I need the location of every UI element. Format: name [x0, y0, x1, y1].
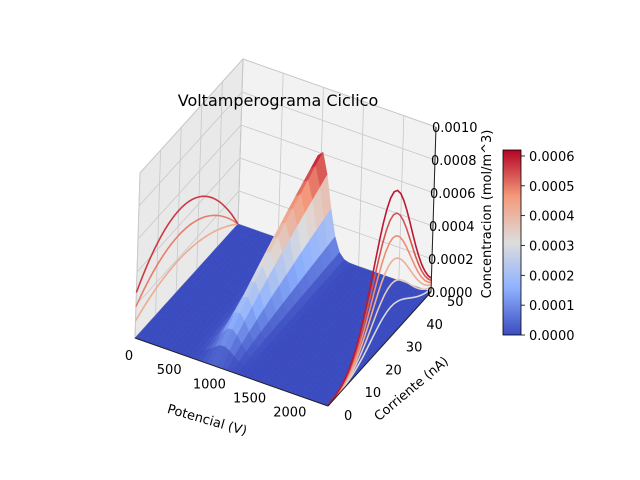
grid-line: [134, 172, 141, 339]
grid-line: [358, 101, 365, 267]
grid-line: [240, 124, 435, 194]
y-tick-label: 50: [447, 295, 464, 310]
axis-lines: [134, 126, 437, 407]
wall-contours: [134, 189, 432, 407]
y-tick-label: 20: [385, 363, 402, 378]
colorbar-tick-label: 0.0002: [529, 269, 575, 284]
z-tick-label: 0.0006: [430, 187, 476, 202]
x-tick-label: 0: [125, 349, 133, 364]
grid-line: [138, 91, 243, 207]
z-tick-label: 0.0010: [432, 121, 478, 136]
z-tick-label: 0.0002: [428, 253, 474, 268]
z-tick-label: 0.0004: [429, 220, 475, 235]
colorbar-tick-label: 0.0000: [529, 329, 575, 344]
y-tick-label: 10: [365, 386, 382, 401]
grid-line: [242, 58, 437, 128]
colorbar-tick-label: 0.0004: [529, 210, 575, 225]
x-axis-label: Potencial (V): [165, 402, 248, 439]
y-tick-label: 0: [344, 409, 352, 424]
x-tick-label: 2000: [273, 406, 306, 421]
x-tick-label: 500: [157, 363, 182, 378]
left-wall-contour: [135, 195, 239, 293]
axis-line: [430, 126, 437, 293]
chart-title: Voltamperograma Ciclico: [178, 91, 379, 110]
grid-line: [217, 81, 223, 247]
grid-line: [237, 58, 244, 225]
left-wall-contour: [134, 223, 239, 322]
y-axis-label: Corriente (nA): [372, 354, 452, 425]
colorbar: [502, 149, 522, 336]
y-tick-label: 40: [426, 318, 443, 333]
left-wall-contour: [135, 214, 239, 308]
grid-line: [137, 124, 242, 240]
colorbar-tick-label: 0.0001: [529, 299, 575, 314]
back-wall-contour: [327, 278, 432, 407]
z-tick-label: 0.0000: [427, 286, 473, 301]
colorbar-tick-label: 0.0005: [529, 180, 575, 195]
axis-line: [134, 337, 329, 407]
grid-line: [135, 190, 240, 306]
y-tick-label: 30: [406, 341, 423, 356]
grid-line: [241, 91, 436, 161]
x-tick-label: 1500: [233, 392, 266, 407]
colorbar-tick-label: 0.0006: [529, 150, 575, 165]
colorbar-ticks: 0.0000 0.0001 0.0002 0.0003 0.0004 0.0005 0.00…: [521, 150, 575, 344]
grid-line: [139, 58, 244, 174]
grid-line: [238, 190, 433, 260]
grid-line: [398, 115, 405, 281]
grid-line: [239, 157, 434, 227]
colorbar-tick-label: 0.0003: [529, 240, 575, 255]
grid-line: [277, 73, 284, 239]
back-wall-contour: [327, 189, 432, 406]
axis-line: [327, 291, 432, 407]
x-tick-label: 1000: [193, 377, 226, 392]
grid-line: [136, 157, 241, 273]
z-axis-label: Concentracion (mol/m^3): [480, 130, 495, 299]
surface: [134, 151, 432, 407]
z-tick-label: 0.0008: [431, 154, 477, 169]
